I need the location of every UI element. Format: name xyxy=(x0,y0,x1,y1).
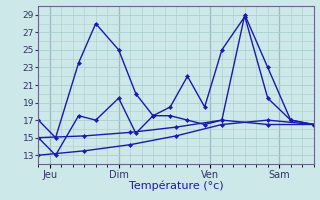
X-axis label: Température (°c): Température (°c) xyxy=(129,181,223,191)
